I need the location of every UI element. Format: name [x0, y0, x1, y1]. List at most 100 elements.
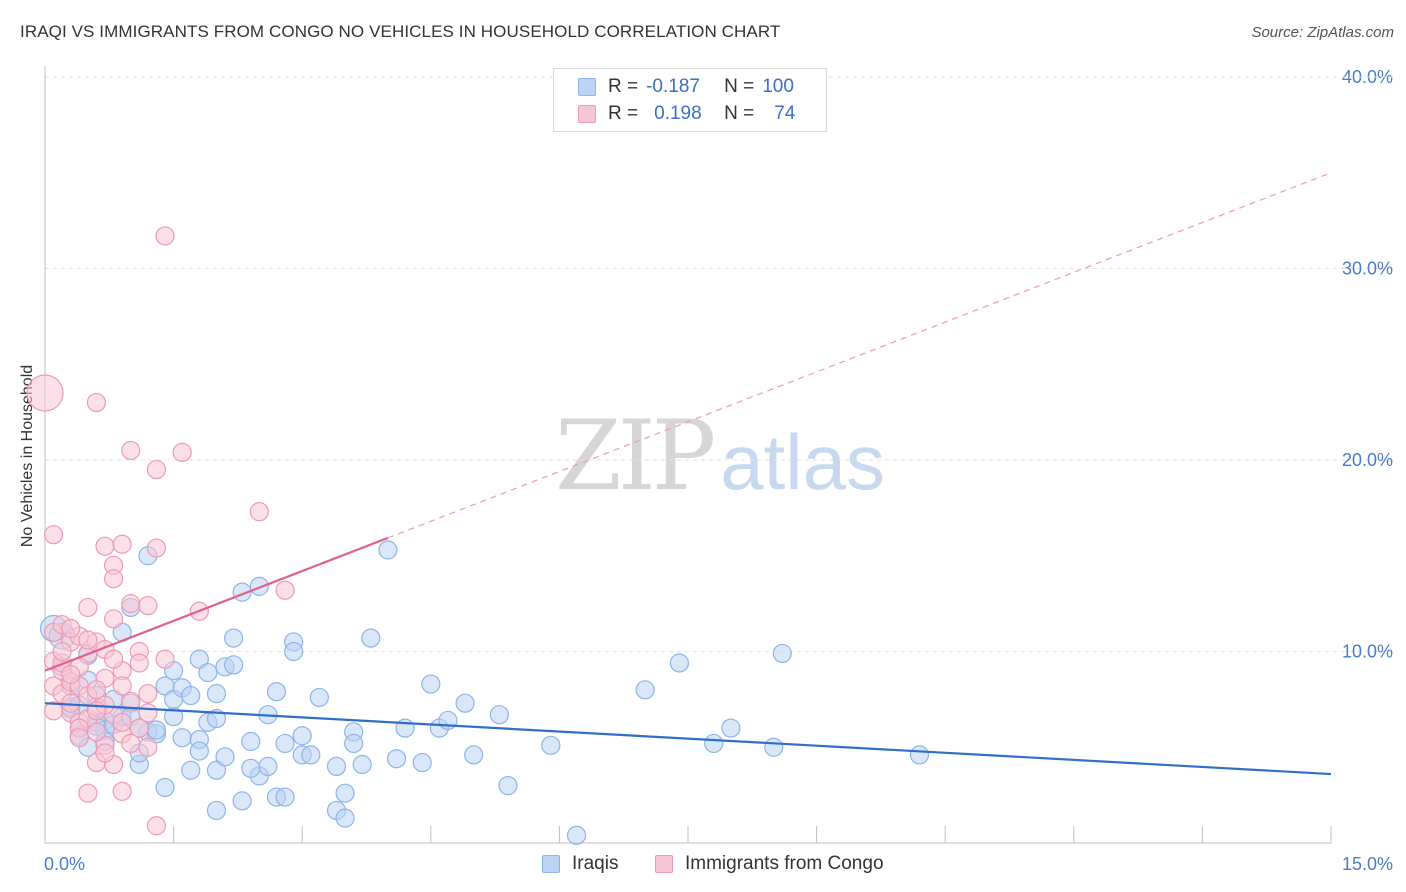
- iraqi-point: [206, 800, 227, 821]
- iraqi-point: [772, 643, 792, 664]
- iraqi-point: [275, 787, 295, 807]
- iraqi-point: [541, 735, 561, 755]
- bottom-swatch-blue: [542, 855, 560, 873]
- congo-point: [146, 459, 167, 480]
- iraqi-point: [412, 752, 432, 773]
- congo-point: [275, 580, 295, 600]
- congo-point: [138, 595, 158, 616]
- iraqi-point: [635, 680, 655, 700]
- y-tick-label: 30.0%: [1342, 259, 1393, 279]
- congo-point: [43, 701, 64, 721]
- iraqi-point: [181, 760, 201, 780]
- congo-point: [112, 781, 132, 801]
- congo-point: [86, 392, 107, 413]
- iraqi-point: [258, 756, 278, 777]
- congo-point: [86, 680, 107, 700]
- iraqi-point: [909, 745, 930, 765]
- bottom-legend-iraqis: Iraqis: [542, 852, 618, 876]
- bottom-legend-label: Iraqis: [572, 853, 619, 874]
- iraqi-point: [189, 649, 209, 669]
- congo-point: [61, 664, 81, 685]
- congo-point: [138, 737, 158, 757]
- iraqi-point: [266, 682, 287, 702]
- congo-point: [121, 594, 141, 614]
- legend-n-label: N =: [724, 103, 755, 124]
- iraqi-point: [566, 825, 587, 845]
- iraqi-point: [249, 576, 269, 596]
- legend-r-label: R =: [608, 76, 639, 97]
- iraqi-point: [352, 754, 372, 775]
- congo-point: [146, 538, 167, 558]
- iraqi-trend-line: [44, 702, 1332, 776]
- congo-point: [103, 569, 124, 589]
- iraqi-point: [172, 728, 192, 748]
- iraqi-point: [155, 777, 175, 798]
- iraqi-point: [344, 733, 364, 754]
- legend-r-value: 0.198: [654, 103, 702, 124]
- iraqi-point: [335, 808, 355, 828]
- iraqi-point: [335, 783, 355, 803]
- iraqi-point: [206, 708, 227, 729]
- congo-point: [112, 676, 132, 696]
- legend-r-value: -0.187: [646, 76, 700, 97]
- congo-point: [26, 374, 64, 412]
- congo-point: [86, 722, 107, 742]
- y-tick-label: 20.0%: [1342, 450, 1393, 470]
- iraqi-point: [206, 760, 227, 780]
- iraqi-point: [241, 758, 261, 778]
- bottom-legend-label: Immigrants from Congo: [685, 853, 884, 874]
- bottom-swatch-pink: [655, 855, 673, 873]
- congo-point: [103, 649, 124, 669]
- bottom-legend-congo: Immigrants from Congo: [655, 852, 884, 876]
- congo-point: [138, 684, 158, 704]
- congo-point: [86, 701, 107, 721]
- x-tick-label: 0.0%: [44, 854, 85, 874]
- iraqi-point: [721, 718, 741, 738]
- iraqi-point: [189, 741, 209, 761]
- iraqi-point: [386, 749, 407, 769]
- congo-point: [43, 525, 64, 545]
- congo-point: [249, 502, 269, 522]
- iraqi-point: [232, 791, 252, 811]
- iraqi-point: [455, 693, 475, 713]
- legend-n-value: 74: [774, 103, 796, 124]
- source-credit: Source: ZipAtlas.com: [1251, 24, 1394, 41]
- chart-title: IRAQI VS IMMIGRANTS FROM CONGO NO VEHICL…: [20, 22, 781, 41]
- iraqi-point: [206, 684, 227, 704]
- iraqi-point: [241, 731, 261, 752]
- iraqi-point: [309, 687, 329, 708]
- congo-point: [172, 442, 192, 462]
- iraqi-point: [669, 653, 690, 673]
- iraqi-point: [198, 662, 218, 683]
- iraqi-point: [464, 745, 484, 765]
- congo-point: [78, 630, 98, 650]
- iraqi-point: [764, 737, 784, 757]
- legend-n-label: N =: [724, 76, 755, 97]
- congo-point: [95, 743, 115, 763]
- congo-point: [69, 728, 89, 748]
- congo-point: [95, 536, 115, 556]
- iraqi-point: [284, 641, 304, 662]
- legend-row-iraqis: R = -0.187 N = 100: [578, 74, 794, 100]
- legend-row-congo: R = 0.198 N = 74: [578, 101, 795, 127]
- y-tick-label: 10.0%: [1342, 642, 1393, 662]
- iraqi-point: [489, 705, 509, 725]
- iraqi-point: [224, 628, 244, 648]
- x-tick-label: 15.0%: [1342, 854, 1393, 874]
- congo-point: [146, 816, 167, 836]
- iraqi-point: [275, 733, 295, 754]
- congo-trend-extension: [387, 172, 1332, 539]
- congo-point: [129, 653, 149, 673]
- congo-point: [78, 597, 98, 618]
- congo-point: [52, 641, 72, 662]
- iraqi-point: [292, 726, 312, 746]
- iraqi-point: [498, 775, 518, 796]
- congo-point: [129, 718, 149, 738]
- correlation-legend: R = -0.187 N = 100 R = 0.198 N = 74: [553, 68, 827, 132]
- iraqi-point: [181, 685, 201, 706]
- legend-swatch-pink: [578, 105, 596, 123]
- congo-point: [121, 440, 141, 461]
- congo-point: [155, 649, 175, 669]
- congo-point: [138, 703, 158, 723]
